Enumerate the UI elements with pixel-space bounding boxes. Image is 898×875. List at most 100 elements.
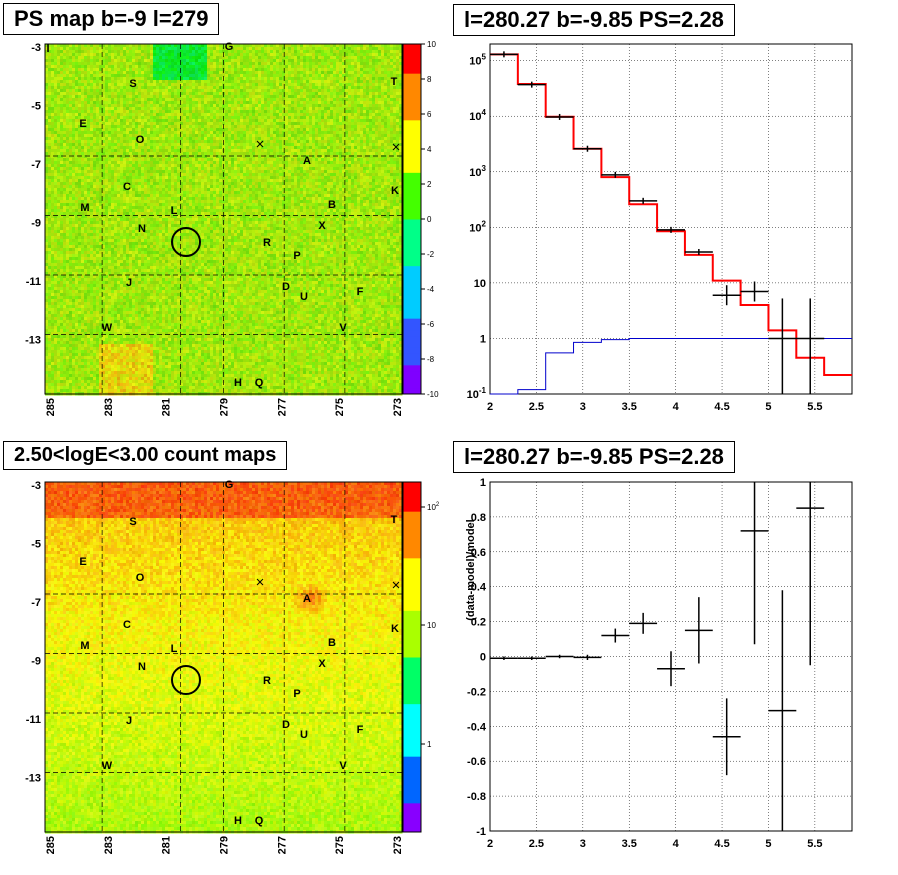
map-pixel	[108, 152, 112, 156]
map-pixel	[66, 131, 70, 135]
map-pixel	[132, 161, 136, 165]
map-pixel	[192, 167, 196, 171]
map-pixel	[105, 107, 109, 111]
map-pixel	[363, 110, 367, 114]
map-pixel	[54, 74, 58, 78]
map-pixel	[375, 131, 379, 135]
map-pixel	[51, 137, 55, 141]
map-pixel	[216, 131, 220, 135]
map-pixel	[246, 62, 250, 66]
map-pixel	[123, 113, 127, 117]
map-pixel	[192, 47, 196, 51]
map-pixel	[93, 50, 97, 54]
map-pixel	[324, 158, 328, 162]
map-pixel	[276, 47, 280, 51]
map-pixel	[147, 158, 151, 162]
map-pixel	[177, 83, 181, 87]
map-pixel	[381, 80, 385, 84]
map-pixel	[249, 80, 253, 84]
map-pixel	[60, 56, 64, 60]
map-pixel	[372, 74, 376, 78]
map-pixel	[135, 113, 139, 117]
map-pixel	[150, 140, 154, 144]
map-pixel	[171, 119, 175, 123]
map-pixel	[282, 53, 286, 57]
map-pixel	[396, 53, 400, 57]
map-pixel	[276, 50, 280, 54]
map-pixel	[144, 149, 148, 153]
map-pixel	[315, 152, 319, 156]
map-pixel	[303, 80, 307, 84]
map-pixel	[270, 110, 274, 114]
map-pixel	[396, 146, 400, 150]
map-pixel	[174, 128, 178, 132]
map-pixel	[336, 143, 340, 147]
map-pixel	[237, 65, 241, 69]
map-pixel	[375, 146, 379, 150]
map-pixel	[102, 155, 106, 159]
map-pixel	[144, 119, 148, 123]
map-pixel	[126, 116, 130, 120]
map-pixel	[324, 47, 328, 51]
map-pixel	[180, 110, 184, 114]
map-pixel	[192, 83, 196, 87]
map-pixel	[252, 140, 256, 144]
map-pixel	[174, 47, 178, 51]
map-pixel	[141, 47, 145, 51]
map-pixel	[189, 128, 193, 132]
map-pixel	[144, 65, 148, 69]
map-pixel	[177, 95, 181, 99]
map-pixel	[198, 131, 202, 135]
map-pixel	[336, 134, 340, 138]
map-pixel	[129, 164, 133, 168]
map-pixel	[132, 152, 136, 156]
map-pixel	[312, 71, 316, 75]
map-pixel	[243, 68, 247, 72]
map-pixel	[195, 59, 199, 63]
map-pixel	[81, 59, 85, 63]
map-pixel	[153, 113, 157, 117]
map-pixel	[66, 167, 70, 171]
map-pixel	[135, 74, 139, 78]
map-pixel	[189, 104, 193, 108]
map-pixel	[210, 95, 214, 99]
map-pixel	[213, 122, 217, 126]
map-pixel	[57, 80, 61, 84]
map-pixel	[138, 65, 142, 69]
map-pixel	[159, 119, 163, 123]
map-pixel	[105, 116, 109, 120]
map-pixel	[78, 140, 82, 144]
map-pixel	[270, 80, 274, 84]
map-pixel	[228, 53, 232, 57]
map-pixel	[171, 92, 175, 96]
map-pixel	[81, 92, 85, 96]
map-pixel	[378, 131, 382, 135]
map-pixel	[129, 98, 133, 102]
map-pixel	[129, 95, 133, 99]
map-pixel	[297, 47, 301, 51]
map-pixel	[261, 110, 265, 114]
map-pixel	[258, 155, 262, 159]
map-pixel	[132, 134, 136, 138]
map-pixel	[90, 116, 94, 120]
map-pixel	[147, 95, 151, 99]
map-pixel	[255, 50, 259, 54]
map-pixel	[321, 116, 325, 120]
map-pixel	[123, 110, 127, 114]
map-pixel	[222, 89, 226, 93]
map-pixel	[54, 155, 58, 159]
map-pixel	[237, 47, 241, 51]
map-pixel	[186, 158, 190, 162]
map-pixel	[312, 50, 316, 54]
map-pixel	[264, 68, 268, 72]
map-pixel	[156, 62, 160, 66]
map-pixel	[102, 167, 106, 171]
map-pixel	[387, 119, 391, 123]
map-pixel	[84, 74, 88, 78]
map-pixel	[81, 53, 85, 57]
map-pixel	[69, 68, 73, 72]
map-pixel	[54, 131, 58, 135]
map-pixel	[264, 47, 268, 51]
map-pixel	[390, 62, 394, 66]
map-pixel	[195, 167, 199, 171]
